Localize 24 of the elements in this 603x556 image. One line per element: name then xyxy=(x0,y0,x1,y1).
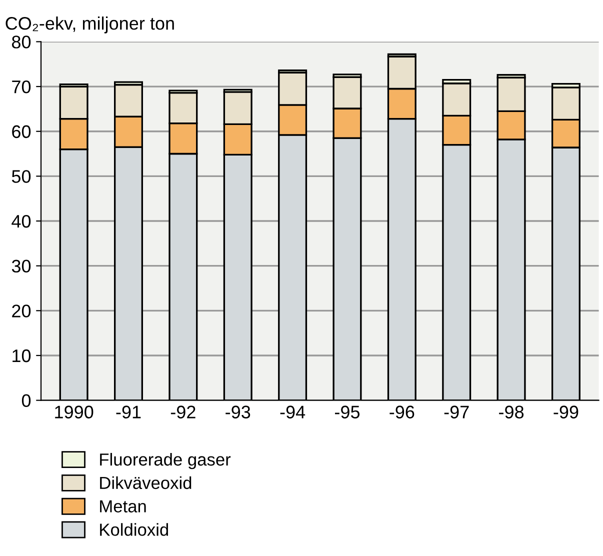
legend-label: Metan xyxy=(100,500,146,512)
legend-label: Koldioxid xyxy=(100,523,168,536)
x-tick-label: -91 xyxy=(116,406,141,418)
y-tick-label: 60 xyxy=(12,125,31,138)
legend-label: Fluorerade gaser xyxy=(100,452,231,470)
y-tick-label: 0 xyxy=(22,394,31,408)
y-tick-label: 70 xyxy=(12,80,31,94)
y-tick-label: 50 xyxy=(12,170,31,183)
y-tick-label: 30 xyxy=(12,260,31,273)
x-tick-label: -94 xyxy=(280,406,306,418)
y-tick-label: 40 xyxy=(12,214,31,228)
x-tick-label: -96 xyxy=(390,406,414,418)
x-tick-label: -98 xyxy=(499,406,524,418)
x-tick-label: -92 xyxy=(170,406,196,418)
y-tick-label: 10 xyxy=(12,349,31,362)
x-tick-label: -95 xyxy=(334,406,360,418)
x-tick-label: -99 xyxy=(554,406,578,418)
x-tick-label: -97 xyxy=(444,406,469,418)
y-axis-title: CO₂-ekv, miljoner ton xyxy=(6,16,174,34)
x-tick-label: 1990 xyxy=(55,406,94,418)
y-tick-label: 80 xyxy=(12,36,31,48)
y-tick-label: 20 xyxy=(12,304,31,318)
legend-label: Dikväveoxid xyxy=(100,476,192,490)
x-tick-label: -93 xyxy=(226,406,250,418)
